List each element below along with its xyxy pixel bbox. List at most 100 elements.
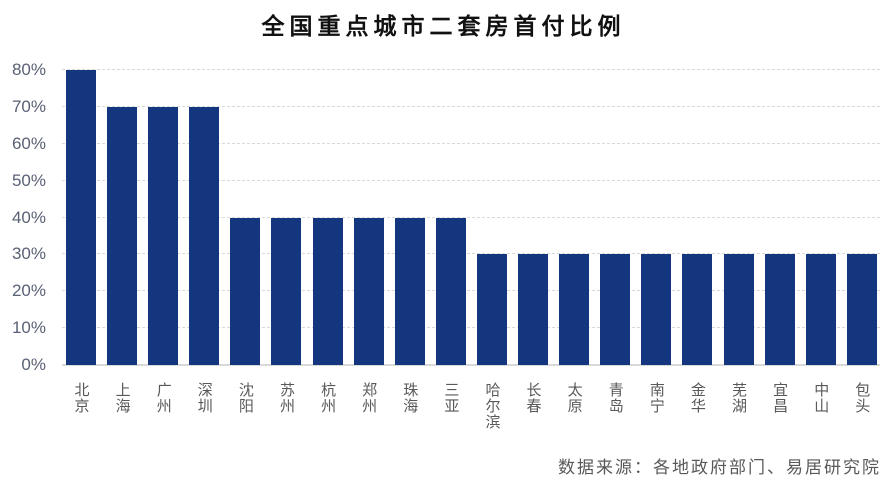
bar-column: 南宁	[641, 70, 672, 430]
bar-沈阳	[230, 217, 261, 365]
bar-珠海	[394, 217, 425, 365]
bar-column: 芜湖	[723, 70, 754, 430]
bar-zone	[353, 70, 384, 365]
bar-column: 苏州	[271, 70, 302, 430]
gridline	[62, 253, 880, 255]
bar-column: 郑州	[353, 70, 384, 430]
bar-zone	[271, 70, 302, 365]
x-tick-label: 深圳	[195, 382, 213, 414]
x-tick-label: 沈阳	[236, 382, 254, 414]
bar-zone	[148, 70, 179, 365]
x-tick-label: 珠海	[401, 382, 419, 414]
x-tick-label: 南宁	[647, 382, 665, 414]
y-tick-label: 70%	[11, 96, 46, 116]
bar-金华	[682, 254, 713, 365]
bar-杭州	[312, 217, 343, 365]
bar-zone	[435, 70, 466, 365]
bar-宜昌	[764, 254, 795, 365]
bar-zone	[189, 70, 220, 365]
bar-zone	[518, 70, 549, 365]
bar-zone	[805, 70, 836, 365]
bar-zone	[559, 70, 590, 365]
bar-哈尔滨	[476, 254, 507, 365]
bar-column: 北京	[66, 70, 96, 430]
x-tick-label: 金华	[688, 382, 706, 414]
bar-zone	[107, 70, 138, 365]
gridline	[62, 290, 880, 292]
bar-北京	[66, 70, 96, 365]
x-tick-label: 上海	[113, 382, 131, 414]
bar-column: 珠海	[394, 70, 425, 430]
bar-zone	[230, 70, 261, 365]
data-source-note: 数据来源：各地政府部门、易居研究院	[558, 458, 881, 477]
bar-太原	[559, 254, 590, 365]
y-tick-label: 10%	[11, 318, 46, 338]
bar-上海	[107, 106, 138, 365]
bar-column: 青岛	[600, 70, 631, 430]
bar-zone	[641, 70, 672, 365]
y-tick-label: 50%	[11, 170, 46, 190]
y-tick-label: 40%	[11, 207, 46, 227]
bar-长春	[518, 254, 549, 365]
bar-郑州	[353, 217, 384, 365]
x-tick-label: 芜湖	[730, 382, 747, 414]
bar-zone	[600, 70, 631, 365]
gridline	[62, 69, 880, 70]
bar-column: 金华	[682, 70, 713, 430]
bar-column: 太原	[559, 70, 590, 430]
bar-column: 沈阳	[230, 70, 261, 430]
bar-column: 包头	[846, 70, 877, 430]
bar-zone	[764, 70, 795, 365]
gridline	[62, 216, 880, 218]
x-tick-label: 太原	[565, 382, 583, 414]
y-tick-label: 80%	[11, 60, 46, 79]
bar-column: 深圳	[189, 70, 220, 430]
x-tick-label: 郑州	[360, 382, 378, 414]
bar-zone	[394, 70, 425, 365]
bar-zone	[682, 70, 713, 365]
bar-column: 中山	[805, 70, 836, 430]
x-tick-label: 青岛	[606, 382, 624, 414]
bar-column: 长春	[518, 70, 549, 430]
x-tick-label: 北京	[72, 382, 90, 414]
bar-芜湖	[723, 254, 754, 365]
x-tick-label: 包头	[853, 382, 871, 414]
bar-三亚	[435, 217, 466, 365]
bar-苏州	[271, 217, 302, 365]
bar-深圳	[189, 106, 220, 365]
x-tick-label: 广州	[154, 382, 172, 414]
chart-title: 全国重点城市二套房首付比例	[261, 14, 626, 39]
bar-zone	[846, 70, 877, 365]
y-tick-label: 60%	[11, 133, 46, 153]
bar-南宁	[641, 254, 672, 365]
gridline	[62, 142, 880, 144]
plot-area	[62, 69, 880, 366]
bar-包头	[846, 254, 877, 365]
y-tick-label: 20%	[11, 281, 46, 301]
bar-青岛	[600, 254, 631, 365]
x-tick-label: 苏州	[277, 382, 295, 414]
bar-zone	[312, 70, 343, 365]
bar-column: 杭州	[312, 70, 343, 430]
bar-column: 宜昌	[764, 70, 795, 430]
x-axis-line	[62, 364, 880, 366]
y-tick-label: 30%	[11, 244, 46, 264]
bar-column: 哈尔滨	[476, 70, 507, 430]
gridline	[62, 179, 880, 181]
y-tick-label: 0%	[21, 355, 46, 374]
x-tick-label: 中山	[812, 382, 830, 414]
bar-column: 上海	[107, 70, 138, 430]
bar-column: 广州	[148, 70, 179, 430]
bar-zone	[476, 70, 507, 365]
x-tick-label: 三亚	[442, 382, 460, 414]
bar-columns: 北京 上海 广州 深圳 沈阳 苏州 杭州 郑州 珠海 三亚 哈尔滨 长春 太原 青岛 南宁 金华 芜湖 宜昌 中山包…	[66, 70, 877, 430]
bar-中山	[805, 254, 836, 365]
bar-zone	[66, 70, 96, 365]
gridline	[62, 327, 880, 329]
y-axis: 0% 10% 20% 30% 40% 50% 60% 70% 80%	[0, 61, 46, 374]
bar-column: 三亚	[435, 70, 466, 430]
x-tick-label: 长春	[524, 382, 542, 414]
bar-zone	[723, 70, 754, 365]
bar-广州	[148, 106, 179, 365]
